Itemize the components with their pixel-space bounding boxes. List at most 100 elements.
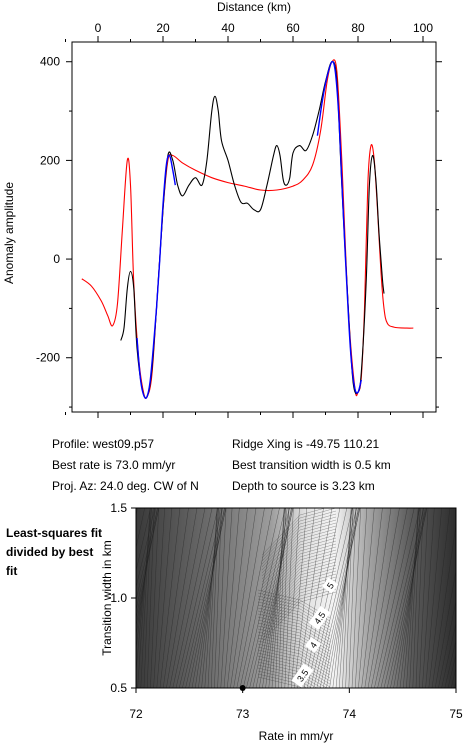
contour-line <box>261 570 337 622</box>
contour-line <box>257 628 331 658</box>
contour-x-axis-title: Rate in mm/yr <box>259 729 334 743</box>
y-tick-label: -200 <box>36 351 60 365</box>
contour-labels: 54.543.5 <box>239 577 339 691</box>
contour-line <box>261 558 337 610</box>
contour-line <box>306 508 348 688</box>
contour-line <box>438 599 456 688</box>
contour-line <box>220 508 233 688</box>
misfit-contour-chart: 54.543.5 72 73 74 750.51.01.5 Rate in mm/yr… <box>100 501 467 743</box>
contour-line <box>261 564 337 616</box>
contour-line <box>257 616 331 646</box>
contour-line <box>198 508 221 688</box>
contour-line <box>257 610 331 640</box>
contour-line <box>261 516 337 568</box>
contour-line <box>162 508 189 688</box>
contour-line <box>300 508 333 688</box>
side-label: Least-squares fit divided by best fit <box>6 526 103 578</box>
contour-line <box>358 508 375 688</box>
profile-name: Profile: west09.p57 <box>52 437 155 451</box>
contour-line <box>239 508 280 688</box>
contour-line <box>261 579 337 631</box>
contour-line <box>406 508 419 688</box>
contour-line <box>399 508 422 688</box>
contour-y-tick-label: 0.5 <box>110 681 127 695</box>
contour-line <box>303 508 341 688</box>
contour-line <box>261 552 337 604</box>
contour-line <box>261 525 337 577</box>
contour-line <box>351 508 361 688</box>
contour-line <box>310 508 353 688</box>
contour-line <box>136 508 154 652</box>
contour-line <box>461 508 467 688</box>
contour-line <box>415 508 424 688</box>
contour-line <box>257 607 331 637</box>
contour-line <box>136 508 145 550</box>
contour-line <box>257 652 331 682</box>
contour-line <box>207 508 218 688</box>
projection-azimuth: Proj. Az: 24.0 deg. CW of N <box>52 479 199 493</box>
contour-line <box>233 508 265 688</box>
contour-line <box>137 508 151 688</box>
contour-line <box>261 510 337 562</box>
contour-line <box>261 534 337 586</box>
contour-line <box>261 522 337 574</box>
contour-line <box>257 643 331 673</box>
axis-ticks: 0 20 40 60 80 100 400 200 0 -200 <box>36 21 442 418</box>
contour-line <box>223 508 240 688</box>
contour-line <box>425 508 442 688</box>
contour-line <box>136 508 156 589</box>
contour-line <box>261 546 337 598</box>
contour-line <box>261 567 337 619</box>
contour-label-box <box>304 636 322 653</box>
contour-line <box>257 634 331 664</box>
contour-line <box>191 508 225 688</box>
contour-line <box>345 508 354 688</box>
contour-line <box>146 508 155 688</box>
contour-line <box>143 508 152 688</box>
contour-line <box>261 540 337 592</box>
contour-line <box>409 508 419 688</box>
contour-line <box>136 508 151 572</box>
contour-line <box>136 508 160 620</box>
contour-line <box>374 508 415 688</box>
contour-x-tick-label: 74 <box>343 707 357 721</box>
contour-line <box>252 508 294 688</box>
contour-line <box>393 508 426 688</box>
ridge-crossing: Ridge Xing is -49.75 110.21 <box>232 437 380 451</box>
anomaly-profile-chart: Distance (km) Anomaly amplitude 0 20 40 60 8… <box>2 0 442 418</box>
fit-segment-line <box>136 154 176 399</box>
contour-line <box>188 508 226 688</box>
contour-line <box>257 625 331 655</box>
contour-line <box>153 508 165 688</box>
x-axis-title: Distance (km) <box>217 0 291 14</box>
x-tick-label: 80 <box>351 21 365 35</box>
contour-line <box>294 508 316 688</box>
contour-lines <box>136 508 467 688</box>
best-rate: Best rate is 73.0 mm/yr <box>52 458 176 472</box>
contour-line <box>204 508 218 688</box>
contour-label-box <box>291 663 314 688</box>
contour-line <box>261 555 337 607</box>
contour-line <box>136 508 156 638</box>
contour-line <box>261 585 337 637</box>
contour-line <box>261 528 337 580</box>
y-tick-label: 200 <box>40 153 60 167</box>
contour-label-box <box>322 577 339 594</box>
contour-x-tick-label: 73 <box>236 707 250 721</box>
contour-line <box>230 508 257 688</box>
contour-line <box>261 588 337 640</box>
contour-line <box>257 613 331 643</box>
contour-line <box>367 508 400 688</box>
contour-line <box>261 573 337 625</box>
contour-label: 4 <box>308 640 319 650</box>
contour-line <box>261 561 337 613</box>
contour-line <box>444 639 456 688</box>
contour-line <box>214 508 222 688</box>
contour-line <box>383 508 427 688</box>
contour-line <box>261 531 337 583</box>
contour-x-tick-label: 75 <box>449 707 463 721</box>
contour-line <box>377 508 421 688</box>
contour-line <box>257 619 331 649</box>
contour-line <box>322 508 360 688</box>
contour-label: 5 <box>325 581 336 591</box>
